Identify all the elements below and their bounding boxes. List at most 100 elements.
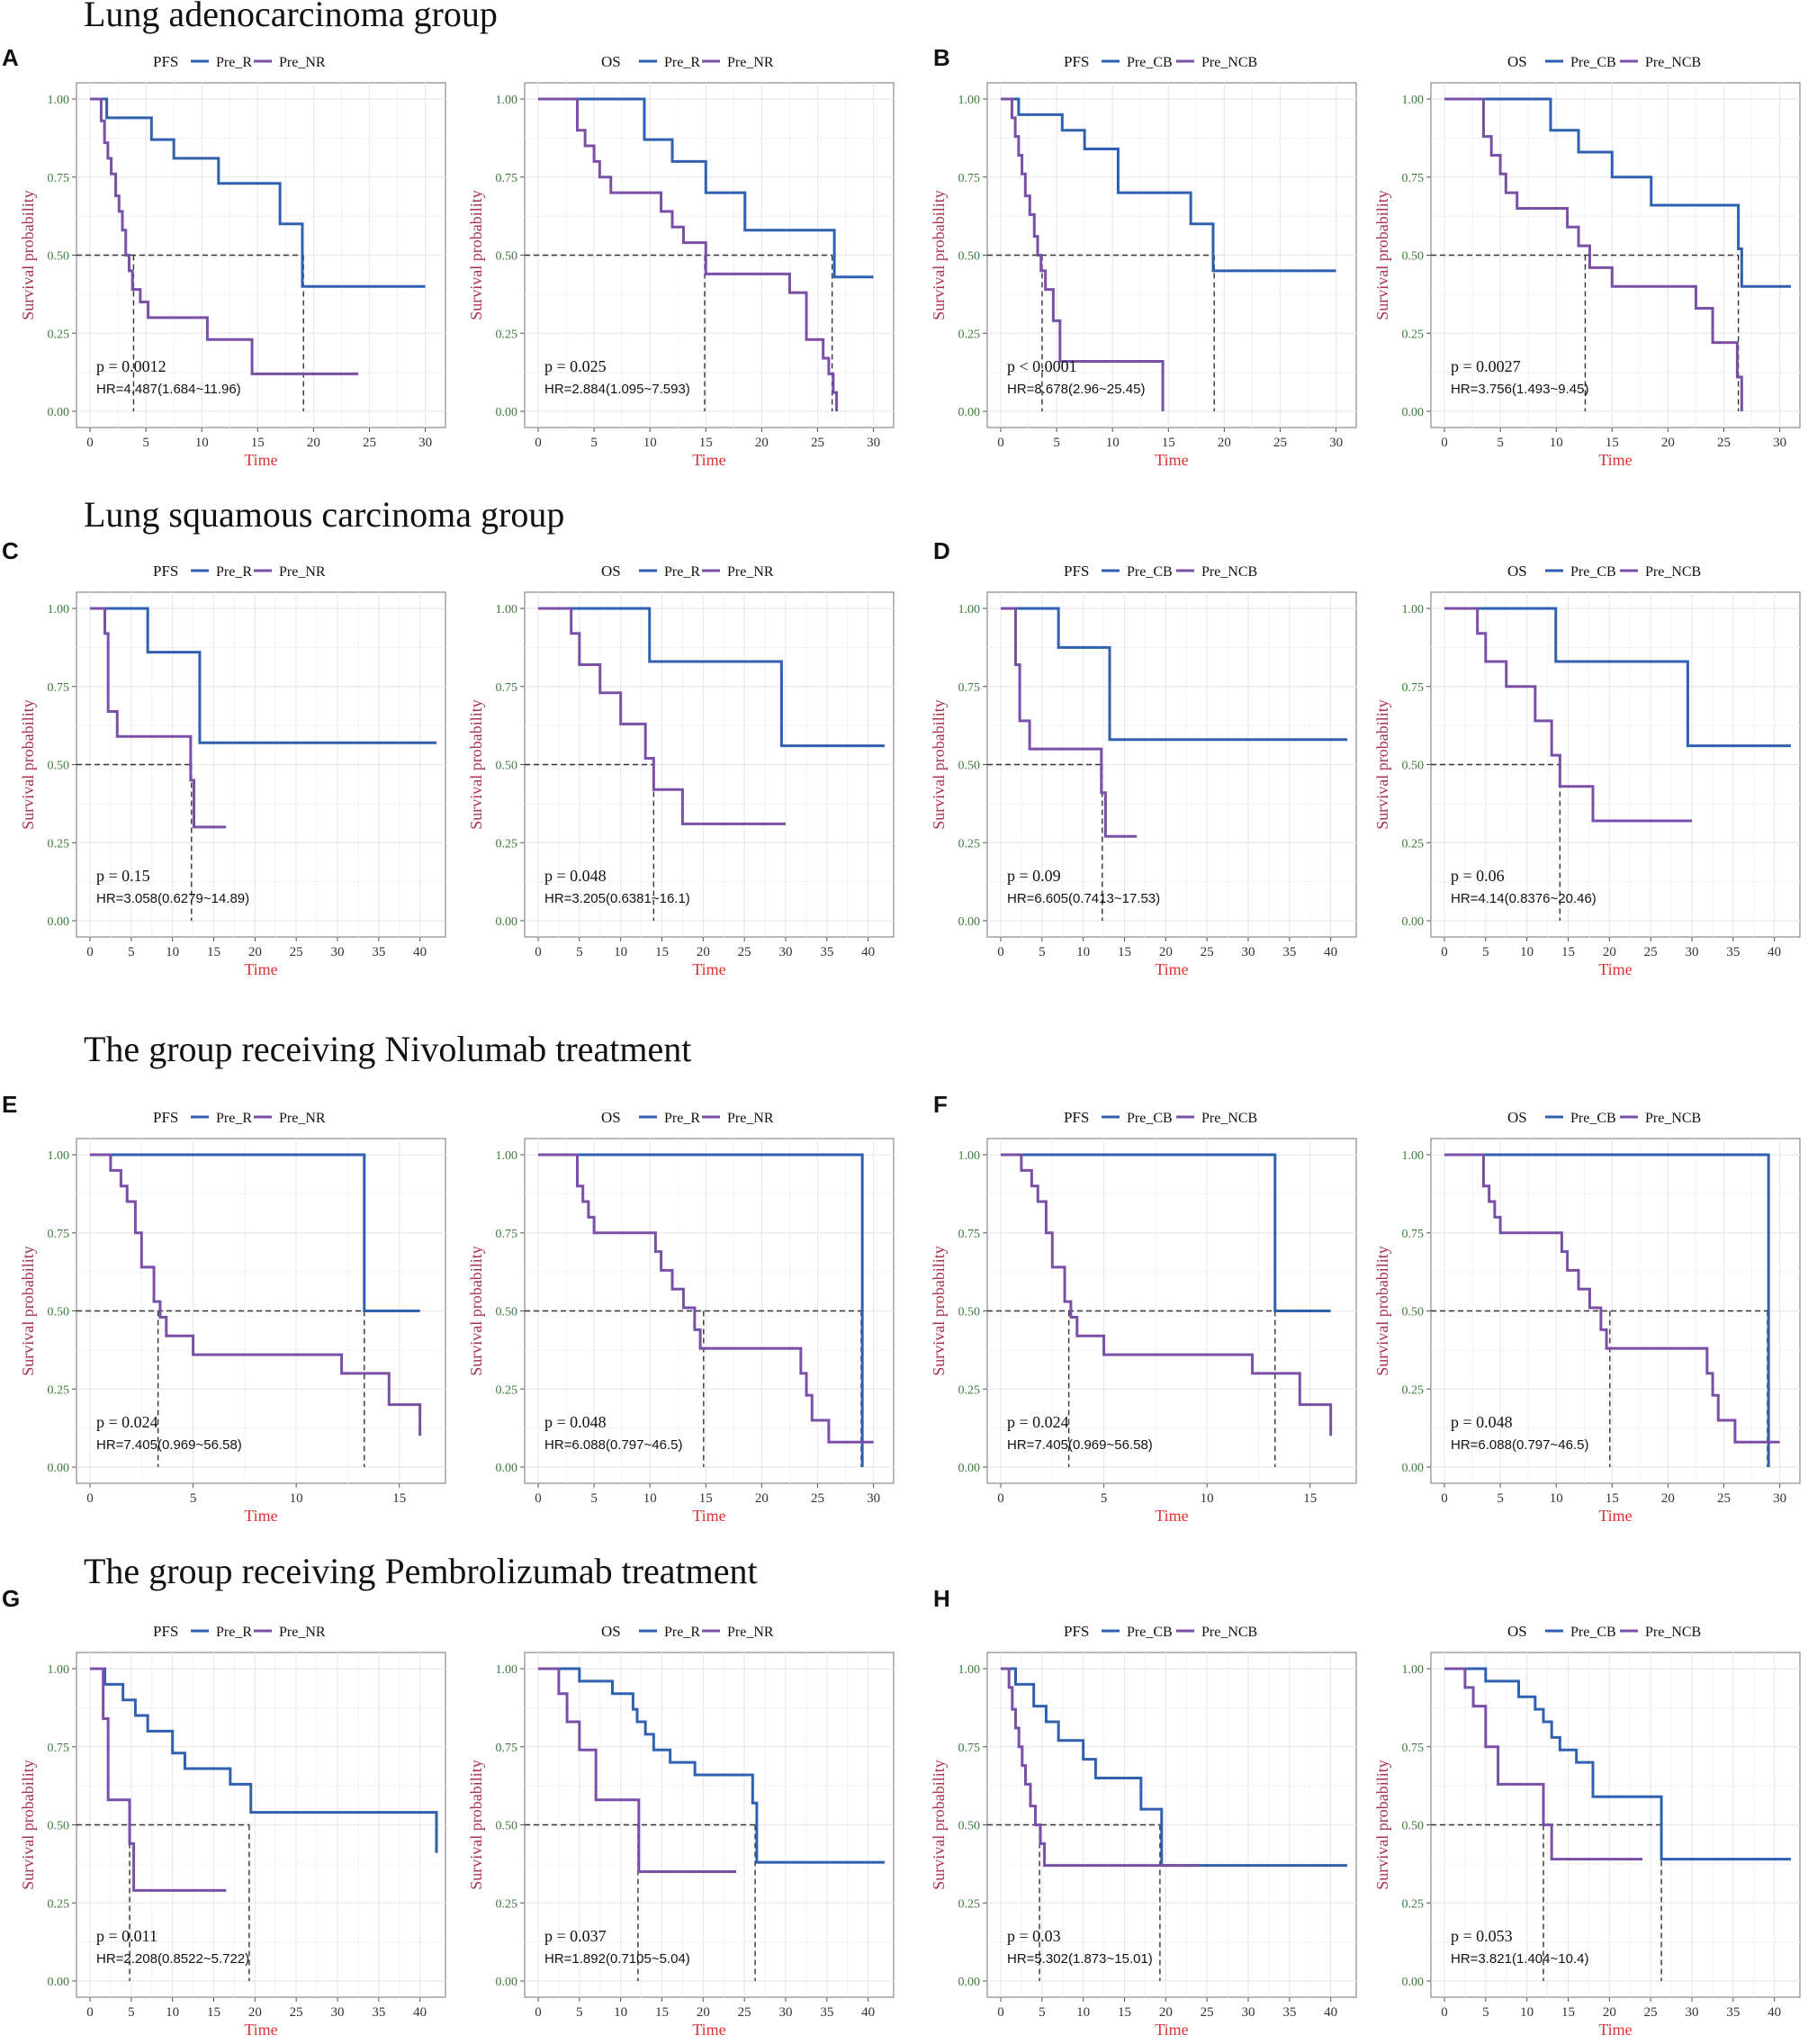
y-axis-title: Survival probability: [1373, 699, 1391, 829]
x-axis-title: Time: [244, 2021, 277, 2039]
y-tick-label: 0.50: [496, 250, 518, 264]
x-tick-label: 35: [1282, 945, 1296, 959]
legend-entry-2: Pre_NR: [279, 55, 326, 70]
panel-label-H: H: [933, 1585, 950, 1612]
km-chart-B-os: 0.00 0.25 0.50 0.75 1.00 0 5 10 15 20 25 30 p = 0.00…: [1373, 53, 1801, 469]
legend-entry-1: Pre_CB: [1570, 1625, 1616, 1640]
legend-entry-1: Pre_CB: [1127, 55, 1173, 70]
y-tick-label: 0.25: [48, 1383, 70, 1397]
km-curve-pre-nr: [538, 607, 786, 825]
x-tick-label: 15: [1561, 2005, 1575, 2020]
y-tick-label: 0.75: [496, 172, 518, 185]
hazard-ratio-label: HR=5.302(1.873~15.01): [1007, 1951, 1153, 1967]
x-tick-label: 5: [142, 436, 149, 450]
x-axis-title: Time: [1598, 2021, 1632, 2039]
y-tick-label: 0.25: [496, 837, 518, 851]
x-tick-label: 35: [372, 945, 385, 959]
legend-title: OS: [1507, 53, 1527, 70]
hazard-ratio-label: HR=4.487(1.684~11.96): [96, 382, 241, 397]
y-axis-title: Survival probability: [930, 699, 948, 829]
x-tick-label: 25: [1273, 436, 1287, 450]
x-tick-label: 40: [861, 2005, 875, 2020]
legend-entry-1: Pre_R: [216, 564, 252, 580]
y-tick-label: 0.75: [496, 681, 518, 695]
x-tick-label: 30: [779, 2005, 793, 2020]
km-chart-E-pfs: 0.00 0.25 0.50 0.75 1.00 0 5 10 15 p = 0.024 HR=7.…: [19, 1109, 446, 1525]
y-tick-label: 0.25: [958, 837, 981, 851]
y-axis-title: Survival probability: [930, 1246, 948, 1375]
km-curve-pre-nr: [90, 1667, 227, 1892]
hazard-ratio-label: HR=4.14(0.8376~20.46): [1451, 891, 1597, 906]
x-tick-label: 30: [1242, 945, 1255, 959]
x-tick-label: 20: [1661, 1491, 1675, 1506]
legend-entry-2: Pre_NCB: [1645, 55, 1701, 70]
y-tick-label: 0.75: [958, 172, 981, 185]
km-curve-pre-cb: [1001, 607, 1347, 742]
x-tick-label: 35: [820, 945, 833, 959]
km-curve-pre-r: [90, 1667, 438, 1853]
km-chart-A-pfs: 0.00 0.25 0.50 0.75 1.00 0 5 10 15 20 25 30 p = 0.00…: [19, 53, 446, 469]
y-tick-label: 1.00: [496, 1149, 518, 1163]
x-tick-label: 5: [190, 1491, 197, 1506]
x-tick-label: 40: [861, 945, 875, 959]
x-tick-label: 10: [1520, 945, 1534, 959]
panel-label-D: D: [933, 537, 950, 564]
km-curve-pre-nr: [90, 1153, 422, 1436]
p-value-label: p = 0.048: [1451, 1413, 1513, 1431]
km-curve-pre-ncb: [1001, 97, 1165, 411]
x-tick-label: 15: [699, 1491, 713, 1506]
panel-label-B: B: [933, 44, 950, 71]
x-tick-label: 15: [251, 436, 265, 450]
p-value-label: p = 0.025: [544, 357, 607, 375]
y-tick-label: 0.50: [958, 1306, 981, 1319]
y-tick-label: 0.25: [496, 328, 518, 341]
p-value-label: p = 0.024: [1007, 1413, 1069, 1431]
y-tick-label: 0.25: [958, 1897, 981, 1911]
legend-title: OS: [601, 563, 621, 580]
x-tick-label: 25: [1201, 945, 1214, 959]
x-tick-label: 10: [643, 1491, 657, 1506]
legend-entry-1: Pre_R: [664, 564, 700, 580]
y-tick-label: 1.00: [958, 1663, 981, 1677]
y-tick-label: 0.25: [496, 1897, 518, 1911]
x-tick-label: 0: [86, 1491, 94, 1506]
x-tick-label: 15: [1561, 945, 1575, 959]
x-tick-label: 0: [1441, 945, 1448, 959]
y-tick-label: 0.75: [958, 1742, 981, 1755]
y-tick-label: 1.00: [958, 603, 981, 617]
section-title-squamous: Lung squamous carcinoma group: [84, 494, 565, 535]
x-tick-label: 10: [1550, 1491, 1563, 1506]
x-tick-label: 15: [699, 436, 713, 450]
legend-entry-2: Pre_NR: [727, 564, 774, 580]
y-tick-label: 0.00: [496, 406, 518, 419]
km-curve-pre-cb: [1001, 97, 1336, 273]
y-tick-label: 0.50: [958, 250, 981, 264]
y-axis-title: Survival probability: [467, 1760, 485, 1889]
y-tick-label: 1.00: [1402, 603, 1425, 617]
y-tick-label: 0.00: [496, 1462, 518, 1475]
y-tick-label: 0.50: [1402, 1306, 1425, 1319]
x-tick-label: 5: [128, 2005, 135, 2020]
km-chart-C-pfs: 0.00 0.25 0.50 0.75 1.00 0 5 10 15 20 25 30 35 40 p = …: [19, 563, 446, 978]
legend-entry-2: Pre_NR: [279, 564, 326, 580]
x-tick-label: 15: [655, 945, 669, 959]
p-value-label: p = 0.09: [1007, 867, 1061, 885]
p-value-label: p = 0.024: [96, 1413, 158, 1431]
km-curve-pre-ncb: [1444, 1153, 1780, 1444]
km-curve-pre-r: [538, 97, 874, 279]
km-curve-pre-r: [538, 607, 885, 748]
x-axis-title: Time: [244, 451, 277, 469]
panel-label-E: E: [2, 1091, 18, 1118]
y-tick-label: 0.00: [958, 1462, 981, 1475]
y-tick-label: 1.00: [958, 94, 981, 107]
x-tick-label: 20: [1218, 436, 1231, 450]
x-tick-label: 20: [755, 1491, 769, 1506]
y-tick-label: 0.25: [1402, 328, 1425, 341]
p-value-label: p = 0.06: [1451, 867, 1505, 885]
panel-label-C: C: [2, 537, 19, 564]
km-curve-pre-nr: [538, 1153, 874, 1444]
x-tick-label: 0: [997, 2005, 1004, 2020]
x-tick-label: 20: [248, 2005, 262, 2020]
y-axis-title: Survival probability: [19, 1246, 37, 1375]
